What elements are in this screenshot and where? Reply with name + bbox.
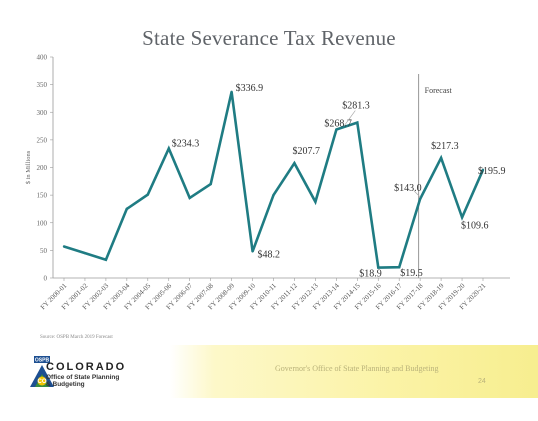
data-point — [167, 147, 170, 150]
page-number: 24 — [478, 378, 486, 385]
data-label: $281.3 — [342, 101, 370, 112]
logo-wordmark: COLORADO — [46, 361, 127, 373]
data-point — [146, 193, 149, 196]
leader-line — [344, 110, 356, 126]
data-label: $143.0 — [394, 183, 422, 194]
source-note: Source: OSPB March 2019 Forecast — [40, 335, 113, 340]
y-tick-label: 150 — [37, 192, 48, 200]
data-label: $336.9 — [236, 83, 264, 94]
data-label: $234.3 — [172, 139, 200, 150]
data-point — [481, 168, 485, 171]
series-line — [63, 91, 485, 269]
y-tick-label: 350 — [37, 81, 48, 89]
data-label: $19.5 — [400, 268, 423, 279]
footer-office-name: Governor's Office of State Planning and … — [275, 364, 439, 373]
data-point — [460, 216, 464, 219]
data-point — [251, 250, 254, 253]
y-tick-label: 400 — [37, 54, 48, 62]
y-tick-label: 250 — [37, 136, 48, 144]
data-point — [125, 207, 129, 211]
logo-badge-text: OSPB — [35, 358, 50, 364]
data-point — [314, 200, 317, 203]
logo-subtitle-line2: & Budgeting — [46, 381, 85, 388]
data-label: $268.7 — [324, 119, 352, 130]
data-point — [188, 196, 191, 200]
y-tick-label: 200 — [37, 164, 48, 172]
chart-title: State Severance Tax Revenue — [142, 26, 396, 50]
data-point — [293, 162, 296, 165]
y-axis-label: $ in Millions — [25, 150, 32, 184]
y-tick-label: 300 — [37, 109, 48, 117]
logo-subtitle-line1: Office of State Planning — [46, 374, 120, 381]
data-point — [230, 90, 233, 94]
data-point — [104, 258, 108, 261]
data-label: $217.3 — [431, 141, 459, 152]
colorado-ospb-logo: OSPB CO — [30, 356, 54, 387]
logo-subtitle: Office of State Planning & Budgeting — [46, 374, 119, 388]
y-tick-label: 100 — [37, 219, 48, 227]
y-tick-label: 0 — [44, 275, 48, 283]
data-point — [272, 193, 275, 197]
data-point — [62, 245, 66, 248]
data-point — [398, 266, 401, 269]
data-point — [418, 197, 422, 201]
data-point — [335, 128, 338, 131]
logo-monogram: CO — [38, 379, 47, 385]
data-label: $195.9 — [478, 166, 506, 177]
data-point — [377, 266, 380, 269]
leader-line — [413, 190, 421, 198]
data-label: $18.9 — [359, 269, 382, 280]
data-label: $48.2 — [258, 249, 281, 260]
logo-sun — [37, 376, 47, 386]
y-tick-label: 50 — [40, 247, 48, 255]
forecast-label: Forecast — [425, 86, 453, 95]
logo-badge — [34, 356, 50, 363]
data-point — [209, 182, 212, 186]
footer-band — [170, 345, 538, 398]
data-label: $109.6 — [461, 220, 489, 231]
data-point — [439, 156, 443, 160]
data-point — [356, 121, 359, 124]
data-point — [83, 251, 87, 255]
data-label: $207.7 — [292, 146, 320, 157]
